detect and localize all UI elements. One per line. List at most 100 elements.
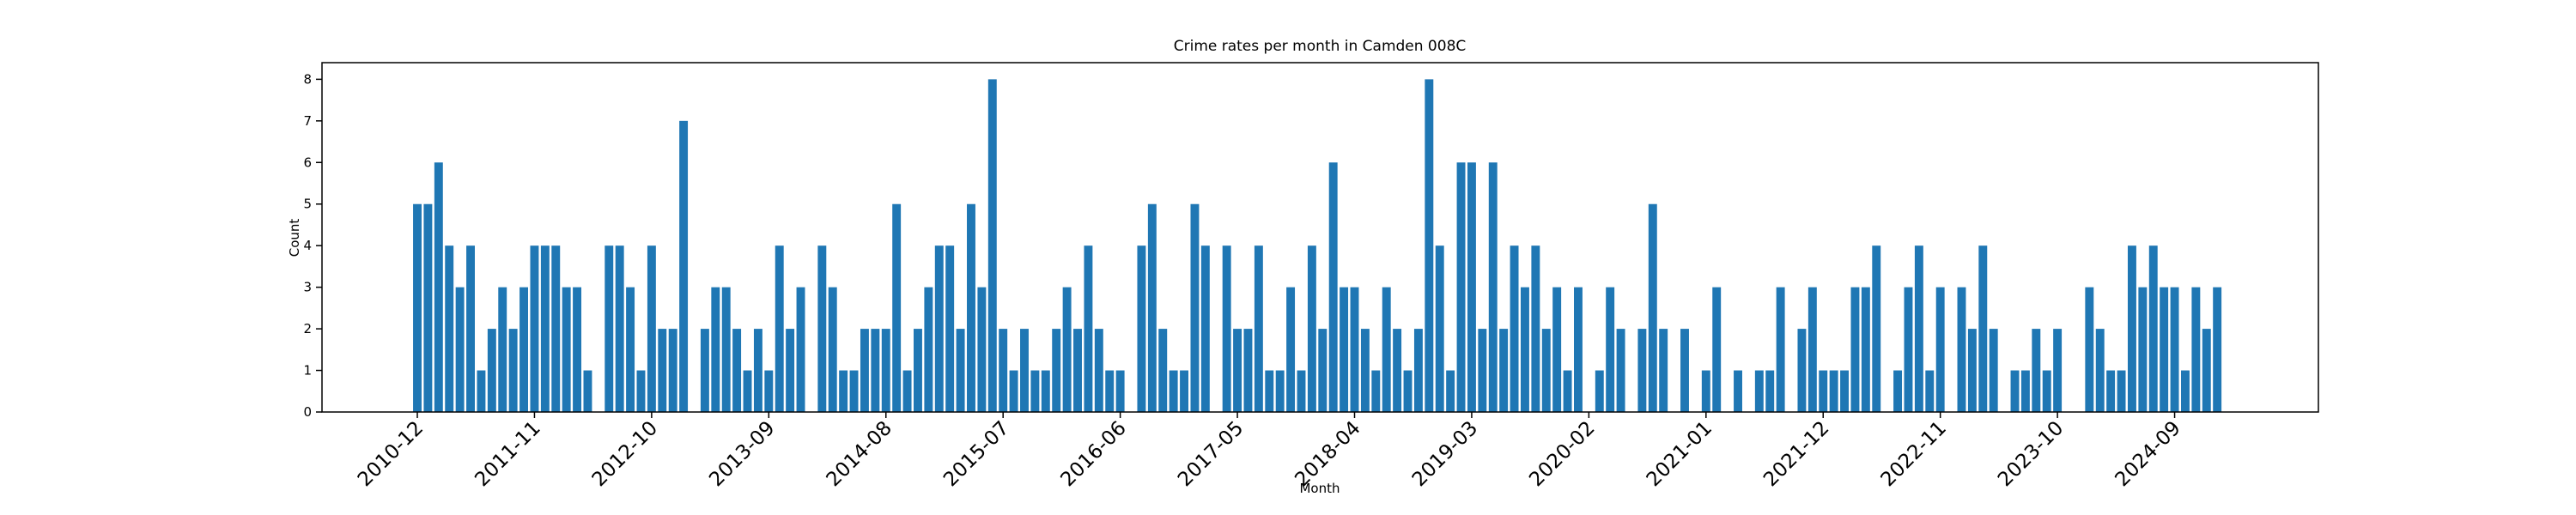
bar bbox=[1456, 162, 1466, 413]
bar bbox=[2085, 287, 2094, 412]
bar bbox=[924, 287, 933, 412]
bar bbox=[1371, 370, 1381, 412]
bar bbox=[1360, 329, 1370, 412]
bar bbox=[1531, 245, 1540, 412]
x-tick-label: 2016-06 bbox=[1057, 417, 1131, 491]
bar bbox=[1169, 370, 1178, 412]
bar bbox=[573, 287, 582, 412]
bar bbox=[1435, 245, 1444, 412]
bar bbox=[1659, 329, 1668, 412]
x-tick-label: 2015-07 bbox=[939, 417, 1013, 491]
bar bbox=[1595, 370, 1604, 412]
y-tick-label: 7 bbox=[303, 113, 312, 129]
bar bbox=[1009, 370, 1018, 412]
y-tick-label: 2 bbox=[303, 321, 312, 336]
bar bbox=[2202, 329, 2211, 412]
bar bbox=[1254, 245, 1263, 412]
bar bbox=[1275, 370, 1285, 412]
bar bbox=[2117, 370, 2126, 412]
bar bbox=[1765, 370, 1775, 412]
bar bbox=[2138, 287, 2148, 412]
bar bbox=[1147, 203, 1157, 412]
x-tick-label: 2023-10 bbox=[1994, 417, 2068, 491]
bar bbox=[413, 203, 422, 412]
x-tick-label: 2011-11 bbox=[471, 417, 544, 491]
bar bbox=[1233, 329, 1242, 412]
bar bbox=[423, 203, 433, 412]
bar bbox=[626, 287, 635, 412]
bar bbox=[1180, 370, 1189, 412]
bar bbox=[1115, 370, 1125, 412]
bar bbox=[1041, 370, 1050, 412]
bar bbox=[828, 287, 837, 412]
x-tick-label: 2022-11 bbox=[1877, 417, 1951, 491]
bar bbox=[1084, 245, 1093, 412]
bar bbox=[2160, 287, 2169, 412]
bar bbox=[1541, 329, 1551, 412]
bar bbox=[668, 329, 677, 412]
bar bbox=[860, 329, 869, 412]
bar bbox=[1712, 287, 1722, 412]
bar bbox=[1807, 287, 1817, 412]
bar bbox=[892, 203, 902, 412]
bar bbox=[732, 329, 742, 412]
bar bbox=[700, 329, 709, 412]
chart-title: Crime rates per month in Camden 008C bbox=[1174, 38, 1467, 55]
bar bbox=[1893, 370, 1903, 412]
bar bbox=[1382, 287, 1391, 412]
x-tick-label: 2014-08 bbox=[823, 417, 896, 491]
bar bbox=[1307, 245, 1316, 412]
bar bbox=[1904, 287, 1913, 412]
bar bbox=[1467, 162, 1476, 413]
y-axis-label: Count bbox=[287, 219, 302, 258]
bar bbox=[1925, 370, 1935, 412]
bar bbox=[902, 370, 912, 412]
bar bbox=[1340, 287, 1349, 412]
bar bbox=[647, 245, 656, 412]
bar bbox=[977, 287, 987, 412]
y-tick-label: 4 bbox=[303, 238, 312, 253]
bar bbox=[945, 245, 955, 412]
bar bbox=[849, 370, 859, 412]
bar bbox=[636, 370, 646, 412]
bar bbox=[914, 329, 922, 412]
bar bbox=[2180, 370, 2190, 412]
x-tick-label: 2012-10 bbox=[588, 417, 662, 491]
bar bbox=[1265, 370, 1274, 412]
y-tick-label: 1 bbox=[303, 363, 312, 379]
x-tick-label: 2021-12 bbox=[1759, 417, 1833, 491]
bar bbox=[2032, 329, 2041, 412]
bar bbox=[1158, 329, 1168, 412]
bar bbox=[1499, 329, 1509, 412]
bar bbox=[434, 162, 443, 413]
bar bbox=[1105, 370, 1115, 412]
x-tick-label: 2010-12 bbox=[354, 417, 428, 491]
bar bbox=[1222, 245, 1231, 412]
bar bbox=[562, 287, 571, 412]
bar bbox=[1243, 329, 1253, 412]
bar bbox=[2010, 370, 2020, 412]
bar bbox=[764, 370, 774, 412]
bar bbox=[2127, 245, 2136, 412]
bar bbox=[2020, 370, 2030, 412]
bar bbox=[1413, 329, 1423, 412]
bar bbox=[881, 329, 890, 412]
bar bbox=[1616, 329, 1625, 412]
bar bbox=[530, 245, 539, 412]
bar bbox=[1510, 245, 1519, 412]
plot-frame bbox=[321, 62, 2319, 413]
bar bbox=[2042, 370, 2051, 412]
x-tick-label: 2019-03 bbox=[1408, 417, 1482, 491]
bar bbox=[508, 329, 518, 412]
bar bbox=[498, 287, 507, 412]
bar bbox=[1403, 370, 1413, 412]
bar bbox=[817, 245, 827, 412]
bar bbox=[1797, 329, 1807, 412]
bar bbox=[775, 245, 784, 412]
bar bbox=[1978, 245, 1988, 412]
bar bbox=[615, 245, 624, 412]
y-tick-label: 0 bbox=[303, 404, 312, 420]
bar bbox=[1200, 245, 1210, 412]
bar bbox=[2148, 245, 2158, 412]
